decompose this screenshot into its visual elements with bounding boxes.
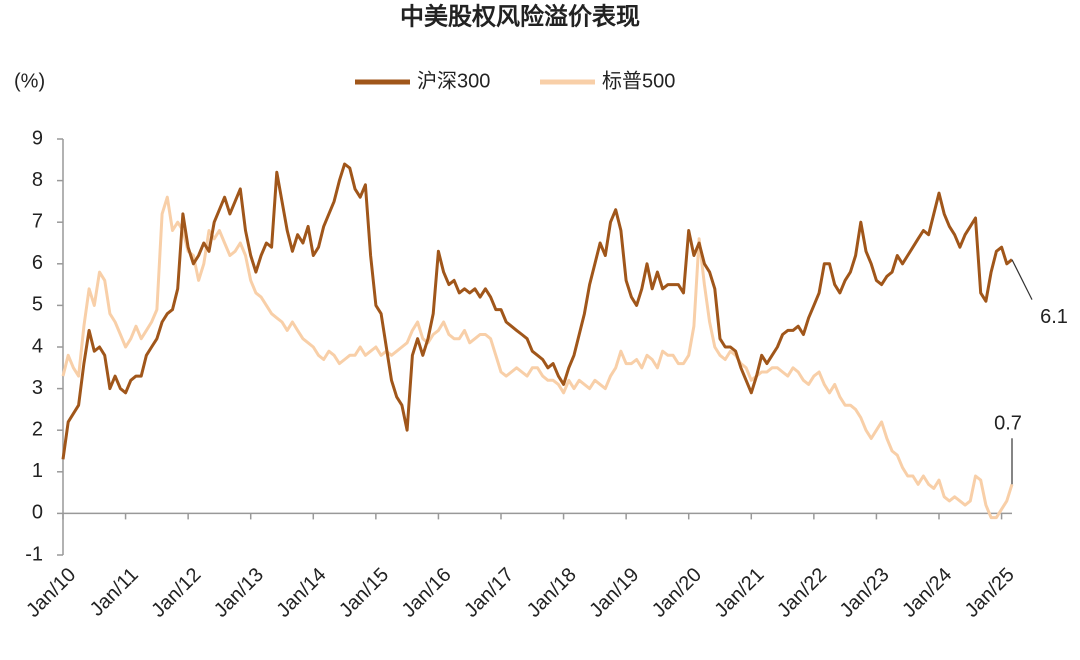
x-tick-label: Jan/13 — [210, 564, 268, 622]
series-line — [61, 162, 1013, 460]
y-tick-label: 9 — [32, 127, 43, 149]
y-tick-label: 8 — [32, 169, 43, 191]
series-line — [61, 195, 1014, 520]
y-axis-label: (%) — [14, 70, 45, 92]
x-tick-label: Jan/18 — [523, 564, 581, 622]
x-tick-label: Jan/24 — [898, 564, 956, 622]
annotation: 0.7 — [994, 413, 1022, 435]
y-tick-label: 6 — [32, 252, 43, 274]
x-tick-label: Jan/16 — [398, 564, 456, 622]
x-tick-label: Jan/21 — [711, 564, 769, 622]
x-tick-label: Jan/11 — [86, 564, 143, 621]
annotation-leader — [1011, 259, 1033, 300]
x-tick-label: Jan/20 — [648, 564, 706, 622]
y-tick-label: 1 — [32, 460, 43, 482]
x-tick-label: Jan/10 — [22, 564, 80, 622]
x-tick-label: Jan/15 — [335, 564, 393, 622]
x-tick-label: Jan/19 — [585, 564, 643, 622]
x-tick-label: Jan/23 — [836, 564, 894, 622]
x-tick-label: Jan/22 — [773, 564, 831, 622]
legend-label: 沪深300 — [417, 69, 490, 92]
y-tick-label: 5 — [32, 294, 43, 316]
x-tick-label: Jan/12 — [147, 564, 205, 622]
y-tick-label: -1 — [25, 543, 43, 565]
y-tick-label: 2 — [32, 418, 43, 440]
x-tick-label: Jan/25 — [961, 564, 1019, 622]
x-tick-label: Jan/14 — [273, 564, 331, 622]
legend-label: 标普500 — [602, 69, 675, 92]
y-tick-label: 7 — [32, 210, 43, 232]
annotation: 6.1 — [1040, 306, 1068, 328]
y-tick-label: 3 — [32, 377, 43, 399]
x-tick-label: Jan/17 — [460, 564, 518, 622]
chart-title: 中美股权风险溢价表现 — [400, 2, 640, 30]
y-tick-label: 0 — [32, 502, 43, 524]
y-tick-label: 4 — [32, 335, 43, 357]
